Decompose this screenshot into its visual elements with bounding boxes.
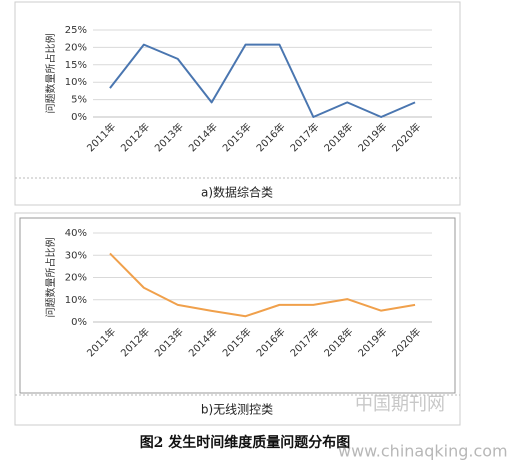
x-tick-label: 2018年 <box>321 120 355 154</box>
y-tick-label: 0% <box>71 112 87 123</box>
y-axis-label: 问题数量所占比例 <box>44 238 57 318</box>
x-tick-label: 2016年 <box>253 325 287 359</box>
x-tick-label: 2014年 <box>186 325 220 359</box>
watermark: 中国期刊网 <box>355 394 445 415</box>
figure-title: 图2 发生时间维度质量问题分布图 <box>140 434 351 451</box>
watermark: www.chinaqking.com <box>338 442 508 461</box>
x-tick-label: 2012年 <box>118 325 152 359</box>
y-tick-label: 10% <box>65 77 87 88</box>
y-tick-label: 0% <box>71 317 87 328</box>
x-tick-label: 2013年 <box>152 120 186 154</box>
x-tick-label: 2019年 <box>355 325 389 359</box>
y-tick-label: 20% <box>65 42 87 53</box>
x-tick-label: 2019年 <box>355 120 389 154</box>
x-tick-label: 2017年 <box>287 325 321 359</box>
x-tick-label: 2020年 <box>389 120 423 154</box>
series-line <box>109 252 416 318</box>
y-tick-label: 25% <box>65 25 87 36</box>
x-tick-label: 2018年 <box>321 325 355 359</box>
y-tick-label: 30% <box>65 250 87 261</box>
caption: a)数据综合类 <box>201 185 273 200</box>
y-tick-label: 5% <box>71 95 87 106</box>
panel-b-frame <box>14 212 461 426</box>
panel-a-frame <box>14 1 461 206</box>
y-tick-label: 15% <box>65 60 87 71</box>
x-tick-label: 2013年 <box>152 325 186 359</box>
x-tick-label: 2015年 <box>220 325 254 359</box>
series-line <box>109 43 416 118</box>
x-tick-label: 2016年 <box>253 120 287 154</box>
x-tick-label: 2014年 <box>186 120 220 154</box>
x-tick-label: 2015年 <box>220 120 254 154</box>
x-tick-label: 2011年 <box>84 120 118 154</box>
y-axis-label: 问题数量所占比例 <box>44 34 57 114</box>
x-tick-label: 2017年 <box>287 120 321 154</box>
caption: b)无线测控类 <box>201 403 273 417</box>
y-tick-label: 10% <box>65 295 87 306</box>
panel-b-chart-frame <box>19 217 456 394</box>
y-tick-label: 20% <box>65 273 87 284</box>
x-tick-label: 2011年 <box>84 325 118 359</box>
x-tick-label: 2012年 <box>118 120 152 154</box>
x-tick-label: 2020年 <box>389 325 423 359</box>
y-tick-label: 40% <box>65 228 87 239</box>
